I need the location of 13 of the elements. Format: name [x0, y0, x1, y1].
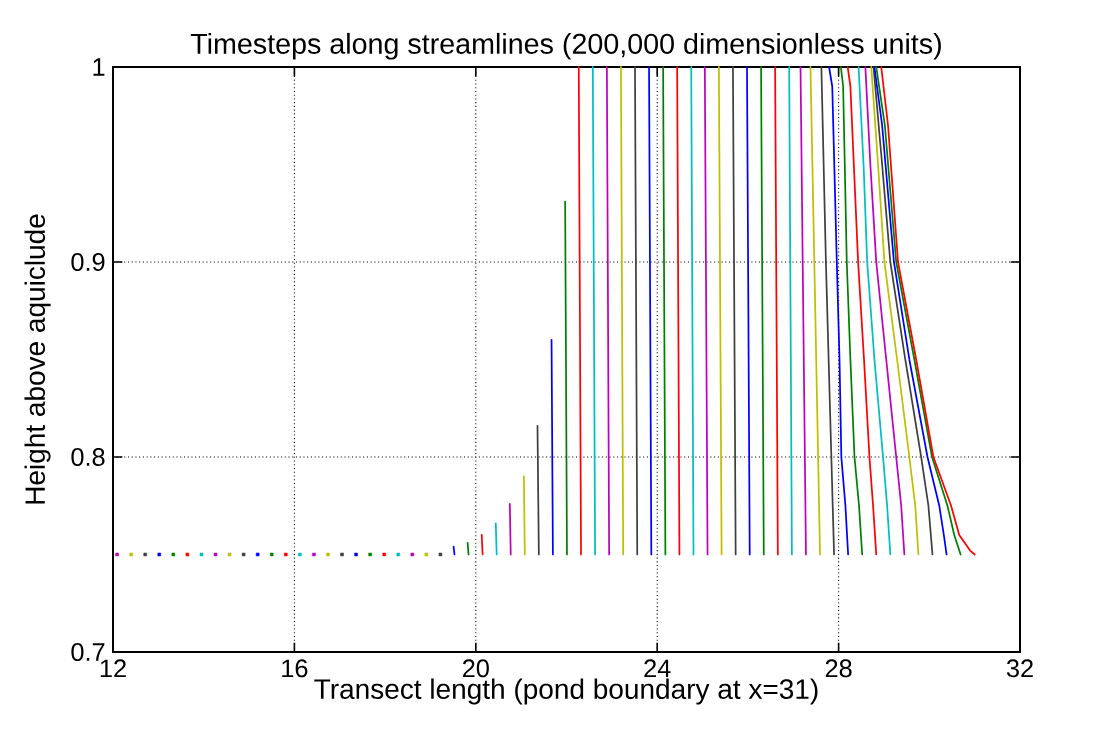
- x-axis-title: Transect length (pond boundary at x=31): [314, 678, 818, 705]
- chart-title: Timesteps along streamlines (200,000 dimensionless units): [190, 32, 941, 60]
- y-axis-title: Height above aquiclude: [24, 214, 51, 504]
- y-tick-label: 0.8: [71, 448, 105, 466]
- x-tick-label: 32: [1006, 659, 1033, 678]
- y-tick-label: 1: [93, 58, 105, 76]
- x-tick-label: 24: [644, 659, 671, 678]
- x-tick-label: 12: [100, 659, 126, 678]
- y-tick-label: 0.7: [71, 643, 105, 661]
- y-tick-label: 0.9: [71, 253, 105, 271]
- x-tick-label: 28: [825, 659, 852, 678]
- x-tick-label: 16: [282, 659, 308, 678]
- x-tick-label: 20: [463, 659, 489, 678]
